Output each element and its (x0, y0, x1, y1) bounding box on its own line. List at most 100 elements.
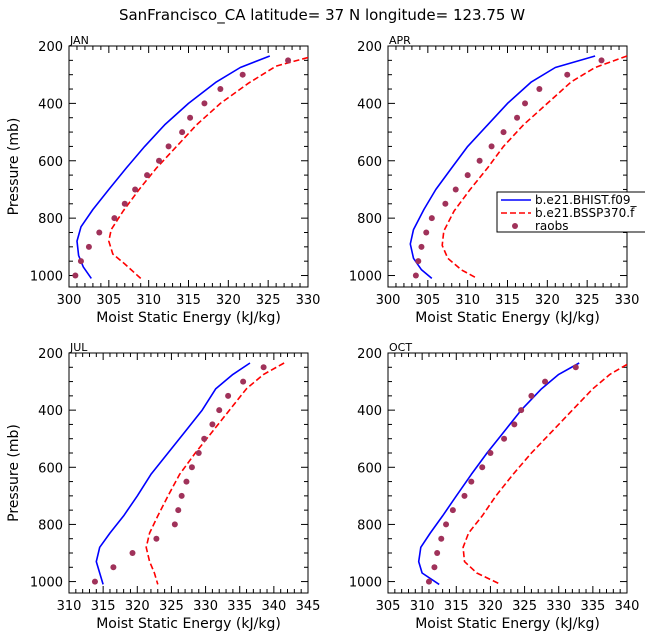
x-tick-label: 320 (535, 293, 560, 308)
y-tick-label: 1000 (349, 576, 382, 591)
raobs-point (72, 272, 79, 279)
raobs-point (179, 129, 186, 136)
raobs-point (528, 392, 535, 399)
legend-dot-symbol (512, 223, 518, 229)
panel-label: JUL (69, 341, 88, 354)
raobs-point (488, 143, 495, 150)
raobs-point (412, 272, 419, 279)
y-tick-label: 600 (357, 461, 382, 476)
raobs-point (121, 200, 128, 207)
raobs-point (216, 407, 223, 414)
raobs-point (536, 86, 543, 93)
raobs-point (518, 407, 525, 414)
series-group (72, 55, 308, 279)
raobs-point (111, 215, 118, 222)
ssp370-line (145, 362, 285, 585)
x-tick-label: 330 (615, 293, 640, 308)
raobs-point (110, 564, 117, 571)
raobs-point (195, 450, 202, 456)
x-tick-label: 320 (478, 599, 503, 614)
raobs-point (468, 478, 475, 485)
x-axis-label: Moist Static Energy (kJ/kg) (96, 616, 281, 632)
raobs-point (201, 100, 208, 107)
raobs-point (188, 464, 195, 471)
panel-apr: 300 305 310 315 320 325 330 200 400 600 800 1000 Moi… (349, 34, 640, 326)
x-tick-label: 305 (415, 293, 440, 308)
legend-entry-label: b.e21.BHIST.f09_ (535, 193, 638, 207)
x-tick-label: 310 (136, 293, 161, 308)
raobs-point (209, 421, 216, 428)
raobs-point (598, 57, 605, 64)
raobs-point (132, 186, 139, 193)
x-tick-label: 300 (57, 293, 82, 308)
raobs-point (501, 435, 508, 442)
raobs-point (171, 521, 178, 528)
raobs-point (487, 450, 494, 456)
raobs-point (522, 100, 529, 107)
x-tick-label: 300 (376, 293, 401, 308)
plot-frame (387, 352, 628, 594)
panel-jan: 300 305 310 315 320 325 330 200 400 600 800 1000 Moi… (6, 34, 320, 326)
x-tick-label: 305 (96, 293, 121, 308)
raobs-point (464, 172, 471, 179)
y-tick-label: 800 (38, 518, 63, 533)
raobs-point (479, 464, 486, 471)
y-tick-label: 400 (38, 97, 63, 112)
raobs-point (423, 229, 430, 236)
y-tick-label: 600 (357, 155, 382, 170)
raobs-point (153, 535, 160, 542)
x-tick-label: 320 (125, 599, 150, 614)
x-tick-label: 320 (216, 293, 241, 308)
raobs-point (500, 129, 507, 136)
raobs-point (187, 114, 194, 121)
raobs-point (260, 364, 267, 371)
ssp370-line (462, 363, 627, 586)
y-tick-label: 1000 (30, 576, 63, 591)
y-tick-label: 400 (357, 97, 382, 112)
x-tick-label: 310 (57, 599, 82, 614)
panel-label: OCT (389, 341, 412, 354)
plot-frame (68, 45, 309, 288)
y-tick-label: 200 (38, 347, 63, 362)
raobs-point (418, 243, 425, 250)
bhist-line (76, 55, 271, 279)
x-tick-label: 330 (296, 293, 321, 308)
raobs-point (285, 57, 292, 64)
raobs-point (85, 243, 92, 250)
x-tick-label: 335 (580, 599, 605, 614)
plot-frame (68, 352, 309, 594)
series-group (409, 55, 627, 280)
raobs-point (442, 200, 449, 207)
y-tick-label: 200 (357, 347, 382, 362)
raobs-point (511, 421, 518, 428)
y-tick-label: 600 (38, 461, 63, 476)
series-group (417, 362, 627, 586)
raobs-point (239, 71, 246, 78)
legend-entry-label: b.e21.BSSP370.f (535, 206, 635, 220)
y-tick-label: 800 (357, 518, 382, 533)
x-tick-label: 310 (455, 293, 480, 308)
raobs-point (129, 550, 136, 556)
x-tick-label: 345 (296, 599, 321, 614)
x-tick-label: 305 (376, 599, 401, 614)
x-tick-label: 315 (495, 293, 520, 308)
y-tick-label: 200 (357, 40, 382, 55)
bhist-line (95, 362, 251, 585)
x-tick-label: 340 (261, 599, 286, 614)
y-tick-label: 1000 (30, 270, 63, 285)
x-tick-label: 335 (227, 599, 252, 614)
x-tick-label: 315 (176, 293, 201, 308)
y-tick-label: 800 (38, 212, 63, 227)
x-tick-label: 330 (193, 599, 218, 614)
x-tick-label: 325 (256, 293, 281, 308)
x-axis-label: Moist Static Energy (kJ/kg) (415, 616, 600, 632)
panels: 300 305 310 315 320 325 330 200 400 600 800 1000 Moi… (6, 34, 645, 632)
raobs-point (425, 578, 432, 585)
legend-entry-label: raobs (535, 219, 569, 233)
bhist-line (417, 362, 580, 586)
raobs-point (476, 157, 483, 164)
y-tick-label: 1000 (349, 270, 382, 285)
ssp370-line (108, 56, 308, 279)
